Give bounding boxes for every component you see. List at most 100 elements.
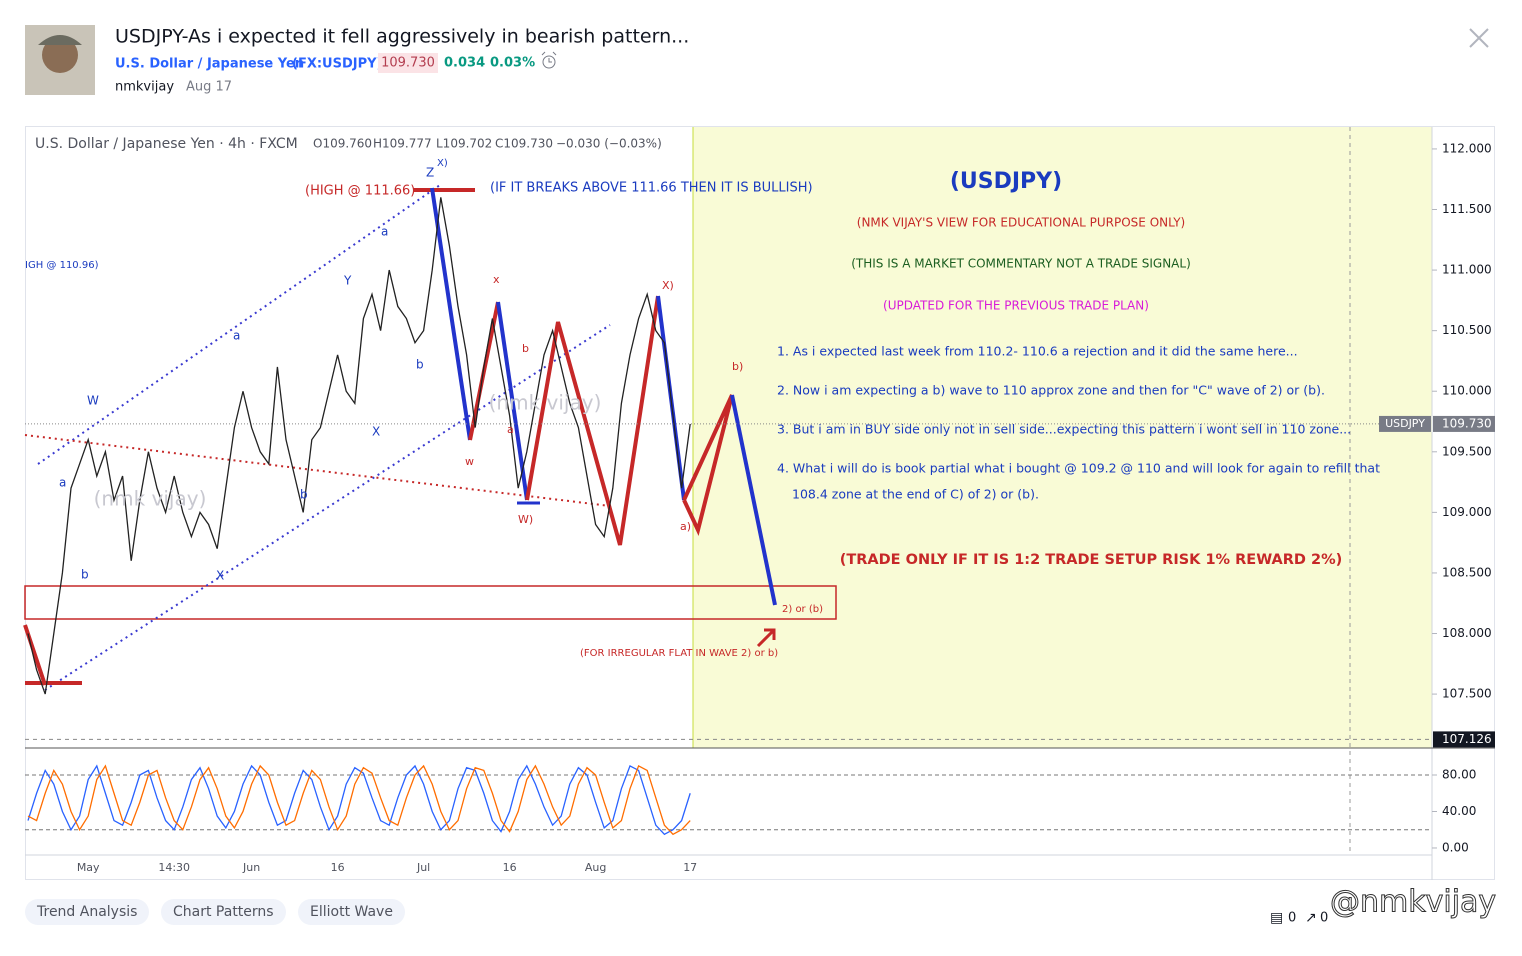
annotation: 3. But i am in BUY side only not in sell…: [777, 422, 1351, 437]
annotation: a: [507, 423, 514, 436]
annotation: X): [662, 279, 674, 292]
wave-line: [682, 394, 734, 536]
x-tick-label: Jul: [416, 861, 430, 874]
annotation: b: [300, 488, 308, 502]
x-tick-label: 16: [331, 861, 345, 874]
annotation: IGH @ 110.96): [25, 260, 99, 271]
annotation: W): [518, 513, 533, 526]
annotation: W: [87, 394, 99, 408]
annotation: 4. What i will do is book partial what i…: [777, 461, 1380, 476]
annotation: a: [233, 329, 240, 343]
annotation: a: [59, 476, 66, 490]
alert-icon[interactable]: [541, 51, 557, 69]
author[interactable]: nmkvijay: [115, 80, 174, 95]
annotation: 1. As i expected last week from 110.2- 1…: [777, 344, 1298, 359]
annotation: Z: [426, 166, 434, 180]
tag[interactable]: Trend Analysis: [25, 899, 150, 925]
annotation: b: [416, 358, 424, 372]
low-marker-bg: [1433, 731, 1495, 748]
y-tick-label: 107.500: [1442, 687, 1492, 701]
idea-title: USDJPY-As i expected it fell aggressivel…: [115, 26, 689, 48]
last-price-label: 109.730: [1442, 416, 1492, 430]
wave-line: [430, 187, 472, 441]
series-line: [27, 764, 691, 836]
x-tick-label: Aug: [585, 861, 606, 874]
drawings: [23, 184, 837, 691]
annotation: Y: [343, 274, 352, 288]
x-tick-label: Jun: [242, 861, 260, 874]
comment-count: 0: [1288, 911, 1296, 926]
annotation: X: [216, 569, 224, 583]
y-tick-label: 111.500: [1442, 202, 1492, 216]
annotation: (nmk vijay): [489, 391, 602, 415]
annotation: (nmk vijay): [94, 487, 207, 511]
y-tick-label: 110.500: [1442, 323, 1492, 337]
series-line: [27, 764, 691, 836]
legend-text: C109.730: [495, 137, 553, 151]
y-tick-label: 40.00: [1442, 804, 1476, 818]
annotation: (HIGH @ 111.66): [305, 184, 415, 199]
y-tick-label: 0.00: [1442, 840, 1469, 854]
y-tick-label: 109.000: [1442, 505, 1492, 519]
tag[interactable]: Chart Patterns: [161, 899, 286, 925]
annotation: a: [381, 225, 388, 239]
annotation: (NMK VIJAY'S VIEW FOR EDUCATIONAL PURPOS…: [857, 216, 1185, 230]
annotation: (UPDATED FOR THE PREVIOUS TRADE PLAN): [883, 299, 1149, 313]
symbol-tag: USDJPY: [1385, 417, 1425, 430]
change-pct: 0.03%: [490, 56, 535, 71]
wave-line: [525, 295, 660, 546]
wave-line: [730, 394, 777, 606]
annotation: 2) or (b): [782, 604, 823, 615]
avatar-face: [42, 37, 78, 73]
channel-line: [44, 324, 611, 691]
annotation: (USDJPY): [950, 169, 1062, 194]
y-tick-label: 112.000: [1442, 141, 1492, 155]
series-line: [27, 197, 691, 695]
target-box: [24, 585, 837, 620]
legend-text: U.S. Dollar / Japanese Yen · 4h · FXCM: [35, 136, 298, 152]
comment-icon[interactable]: ▤: [1270, 910, 1283, 926]
share-icon[interactable]: ↗: [1305, 910, 1317, 926]
y-tick-label: 108.500: [1442, 565, 1492, 579]
tag[interactable]: Elliott Wave: [298, 899, 405, 925]
last-price-bg: [1433, 415, 1495, 432]
annotation: (TRADE ONLY IF IT IS 1:2 TRADE SETUP RIS…: [840, 552, 1343, 568]
symbol-tag-bg: [1379, 415, 1431, 432]
y-tick-label: 108.000: [1442, 626, 1492, 640]
close-button[interactable]: [1469, 28, 1489, 48]
share-count: 0: [1320, 911, 1328, 926]
x-tick-label: 14:30: [158, 861, 190, 874]
symbol-name[interactable]: U.S. Dollar / Japanese Yen: [115, 57, 304, 72]
watermark: @nmkvijay: [1330, 885, 1496, 920]
arrow: [756, 628, 776, 648]
annotation: 108.4 zone at the end of C) of 2) or (b)…: [792, 487, 1039, 502]
trend-line: [24, 434, 611, 507]
annotation: b: [81, 568, 89, 582]
legend-text: H109.777: [373, 137, 432, 151]
legend-text: L109.702: [436, 137, 492, 151]
avatar-cap: [38, 35, 82, 45]
annotation: x: [493, 273, 500, 286]
change: 0.034: [444, 56, 485, 71]
annotation: w: [465, 455, 474, 468]
x-tick-label: 17: [683, 861, 697, 874]
y-tick-label: 111.000: [1442, 263, 1492, 277]
price-badge: [378, 53, 438, 73]
x-tick-label: May: [77, 861, 100, 874]
symbol-ticker[interactable]: (FX:USDJPY): [292, 57, 382, 72]
annotation: X): [437, 158, 448, 169]
annotation: a): [680, 520, 691, 533]
annotation: b: [522, 342, 529, 355]
annotation: (FOR IRREGULAR FLAT IN WAVE 2) or b): [580, 648, 778, 659]
annotation: (THIS IS A MARKET COMMENTARY NOT A TRADE…: [851, 257, 1191, 271]
price: 109.730: [381, 56, 435, 71]
legend-text: −0.030 (−0.03%): [556, 137, 662, 151]
y-tick-label: 110.000: [1442, 384, 1492, 398]
annotation: 2. Now i am expecting a b) wave to 110 a…: [777, 383, 1325, 398]
low-marker-label: 107.126: [1442, 732, 1492, 746]
legend-text: O109.760: [313, 137, 372, 151]
highlight-zone: [693, 127, 1432, 748]
y-tick-label: 80.00: [1442, 768, 1476, 782]
